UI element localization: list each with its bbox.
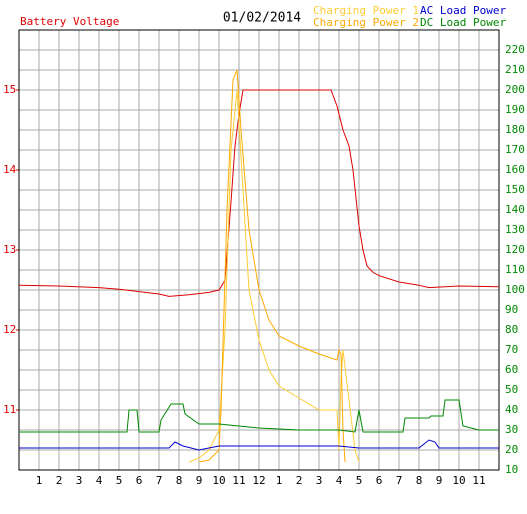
y2-tick-label: 190: [505, 103, 525, 116]
x-tick-label: 5: [356, 474, 363, 487]
y2-tick-label: 40: [505, 403, 518, 416]
y2-tick-label: 100: [505, 283, 525, 296]
left-axis-title: Battery Voltage: [20, 15, 119, 28]
y2-tick-label: 50: [505, 383, 518, 396]
y2-tick-label: 220: [505, 43, 525, 56]
legend-entry: Charging Power 2: [313, 16, 419, 29]
y2-tick-label: 30: [505, 423, 518, 436]
x-tick-label: 7: [156, 474, 163, 487]
legend-entry: DC Load Power: [420, 16, 506, 29]
y2-tick-label: 160: [505, 163, 525, 176]
y-tick-label: 11: [3, 403, 16, 416]
chart-date: 01/02/2014: [223, 11, 301, 26]
legend-entry: AC Load Power: [420, 4, 506, 17]
series-line: [19, 399, 499, 433]
y2-tick-label: 20: [505, 443, 518, 456]
y2-tick-label: 60: [505, 363, 518, 376]
y2-tick-label: 80: [505, 323, 518, 336]
plot-area: [19, 69, 499, 463]
y-tick-label: 13: [3, 243, 16, 256]
y2-tick-label: 120: [505, 243, 525, 256]
y-tick-label: 12: [3, 323, 16, 336]
x-tick-label: 6: [376, 474, 383, 487]
x-tick-label: 10: [452, 474, 465, 487]
x-tick-label: 12: [252, 474, 265, 487]
x-tick-label: 4: [336, 474, 343, 487]
x-tick-label: 3: [316, 474, 323, 487]
y2-tick-label: 150: [505, 183, 525, 196]
x-tick-label: 1: [36, 474, 43, 487]
y2-tick-label: 200: [505, 83, 525, 96]
x-tick-label: 2: [56, 474, 63, 487]
x-tick-label: 9: [196, 474, 203, 487]
x-tick-label: 6: [136, 474, 143, 487]
x-tick-label: 7: [396, 474, 403, 487]
y2-tick-label: 90: [505, 303, 518, 316]
x-tick-label: 11: [472, 474, 485, 487]
x-tick-label: 8: [416, 474, 423, 487]
series-line: [198, 69, 346, 463]
x-tick-label: 1: [276, 474, 283, 487]
x-tick-label: 8: [176, 474, 183, 487]
y2-tick-label: 70: [505, 343, 518, 356]
y2-tick-label: 110: [505, 263, 525, 276]
y2-tick-label: 140: [505, 203, 525, 216]
x-tick-label: 5: [116, 474, 123, 487]
y2-tick-label: 10: [505, 463, 518, 476]
y2-tick-label: 210: [505, 63, 525, 76]
x-tick-label: 3: [76, 474, 83, 487]
x-tick-label: 4: [96, 474, 103, 487]
y-tick-label: 15: [3, 83, 16, 96]
x-tick-label: 9: [436, 474, 443, 487]
y-tick-label: 14: [3, 163, 17, 176]
series-line: [188, 89, 360, 463]
series-line: [19, 89, 499, 297]
y2-tick-label: 130: [505, 223, 525, 236]
y2-tick-label: 180: [505, 123, 525, 136]
y2-tick-label: 170: [505, 143, 525, 156]
plot-frame: [18, 29, 500, 471]
legend-entry: Charging Power 1: [313, 4, 419, 17]
x-tick-label: 10: [212, 474, 225, 487]
x-tick-label: 2: [296, 474, 303, 487]
series-line: [19, 439, 499, 451]
x-tick-label: 11: [232, 474, 245, 487]
